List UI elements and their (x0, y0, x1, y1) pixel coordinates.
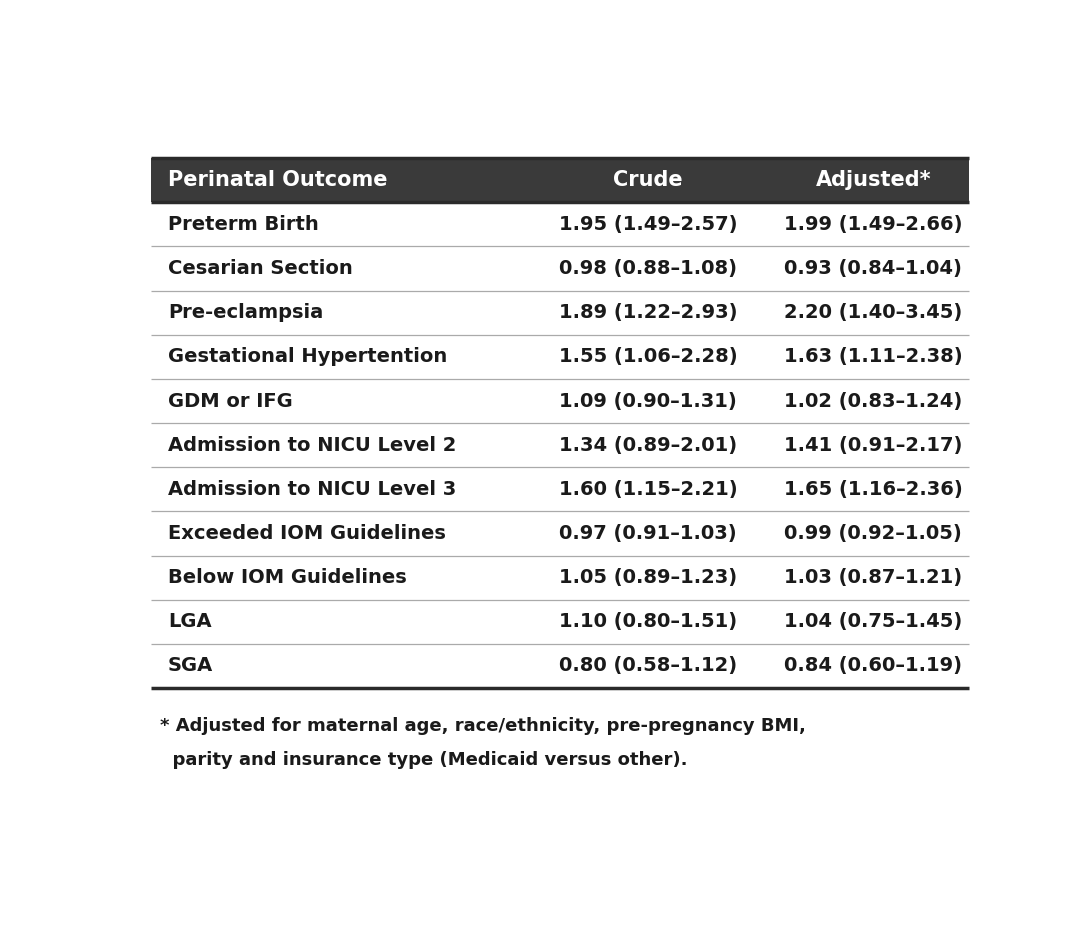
Text: 1.09 (0.90–1.31): 1.09 (0.90–1.31) (559, 392, 737, 410)
Bar (151, 290, 969, 335)
Text: 0.97 (0.91–1.03): 0.97 (0.91–1.03) (559, 524, 737, 543)
Text: 0.98 (0.88–1.08): 0.98 (0.88–1.08) (559, 259, 737, 278)
Text: 1.55 (1.06–2.28): 1.55 (1.06–2.28) (559, 348, 738, 366)
Text: Admission to NICU Level 2: Admission to NICU Level 2 (168, 435, 457, 455)
Text: 1.60 (1.15–2.21): 1.60 (1.15–2.21) (559, 480, 738, 498)
Text: 1.41 (0.91–2.17): 1.41 (0.91–2.17) (784, 435, 963, 455)
Text: 1.10 (0.80–1.51): 1.10 (0.80–1.51) (559, 612, 737, 631)
Text: 0.99 (0.92–1.05): 0.99 (0.92–1.05) (784, 524, 962, 543)
Text: Gestational Hypertention: Gestational Hypertention (168, 348, 447, 366)
Text: GDM or IFG: GDM or IFG (168, 392, 293, 410)
Text: 1.99 (1.49–2.66): 1.99 (1.49–2.66) (784, 215, 963, 233)
Bar (151, 644, 969, 688)
Text: 1.34 (0.89–2.01): 1.34 (0.89–2.01) (559, 435, 737, 455)
Bar (151, 158, 969, 203)
Text: 0.80 (0.58–1.12): 0.80 (0.58–1.12) (559, 657, 737, 675)
Text: 0.93 (0.84–1.04): 0.93 (0.84–1.04) (784, 259, 962, 278)
Text: 1.05 (0.89–1.23): 1.05 (0.89–1.23) (559, 568, 737, 587)
Text: 1.65 (1.16–2.36): 1.65 (1.16–2.36) (784, 480, 963, 498)
Text: Perinatal Outcome: Perinatal Outcome (168, 170, 388, 191)
Text: * Adjusted for maternal age, race/ethnicity, pre-pregnancy BMI,: * Adjusted for maternal age, race/ethnic… (159, 717, 806, 735)
Bar (151, 467, 969, 512)
Text: 1.02 (0.83–1.24): 1.02 (0.83–1.24) (784, 392, 963, 410)
Text: 1.03 (0.87–1.21): 1.03 (0.87–1.21) (784, 568, 963, 587)
Text: Pre-eclampsia: Pre-eclampsia (168, 303, 323, 322)
Text: parity and insurance type (Medicaid versus other).: parity and insurance type (Medicaid vers… (159, 751, 687, 769)
Text: Admission to NICU Level 3: Admission to NICU Level 3 (168, 480, 457, 498)
Text: LGA: LGA (168, 612, 212, 631)
Bar (151, 555, 969, 600)
Bar (151, 423, 969, 467)
Text: 1.89 (1.22–2.93): 1.89 (1.22–2.93) (559, 303, 737, 322)
Text: 1.04 (0.75–1.45): 1.04 (0.75–1.45) (784, 612, 963, 631)
Text: Preterm Birth: Preterm Birth (168, 215, 319, 233)
Bar (151, 335, 969, 379)
Text: 0.84 (0.60–1.19): 0.84 (0.60–1.19) (784, 657, 963, 675)
Text: Adjusted*: Adjusted* (815, 170, 932, 191)
Bar (151, 379, 969, 423)
Text: 1.63 (1.11–2.38): 1.63 (1.11–2.38) (784, 348, 963, 366)
Bar (151, 512, 969, 555)
Bar (151, 600, 969, 644)
Text: Exceeded IOM Guidelines: Exceeded IOM Guidelines (168, 524, 446, 543)
Text: 1.95 (1.49–2.57): 1.95 (1.49–2.57) (559, 215, 737, 233)
Text: SGA: SGA (168, 657, 213, 675)
Bar (151, 203, 969, 246)
Text: Crude: Crude (613, 170, 683, 191)
Bar (151, 246, 969, 290)
Text: Below IOM Guidelines: Below IOM Guidelines (168, 568, 407, 587)
Text: Cesarian Section: Cesarian Section (168, 259, 353, 278)
Text: 2.20 (1.40–3.45): 2.20 (1.40–3.45) (784, 303, 963, 322)
